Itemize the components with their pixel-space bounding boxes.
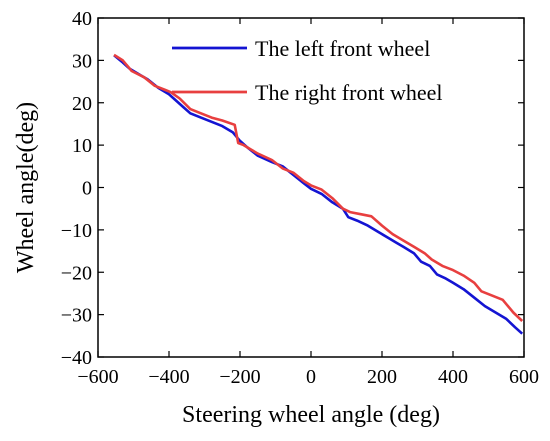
- y-tick-label: 40: [72, 8, 92, 30]
- x-tick-label: 400: [438, 366, 468, 388]
- y-tick-label: −20: [61, 262, 92, 284]
- y-tick-label: 0: [82, 178, 92, 200]
- x-tick-label: 200: [367, 366, 397, 388]
- y-tick-label: 20: [72, 93, 92, 115]
- legend-label-left-front-wheel: The left front wheel: [255, 36, 430, 61]
- y-tick-label: 10: [72, 135, 92, 157]
- y-tick-label: −10: [61, 220, 92, 242]
- series-line-right-front-wheel: [113, 53, 524, 322]
- legend-label-right-front-wheel: The right front wheel: [255, 80, 443, 105]
- x-tick-label: 600: [509, 366, 539, 388]
- x-tick-label: −400: [148, 366, 189, 388]
- x-axis-title: Steering wheel angle (deg): [182, 402, 440, 428]
- y-tick-label: −40: [61, 347, 92, 369]
- x-tick-label: −600: [77, 366, 118, 388]
- series-line-left-front-wheel: [113, 54, 524, 335]
- x-tick-label: −200: [219, 366, 260, 388]
- x-tick-label: 0: [306, 366, 316, 388]
- y-axis-title: Wheel angle(deg): [13, 102, 39, 273]
- y-tick-label: 30: [72, 50, 92, 72]
- y-tick-label: −30: [61, 305, 92, 327]
